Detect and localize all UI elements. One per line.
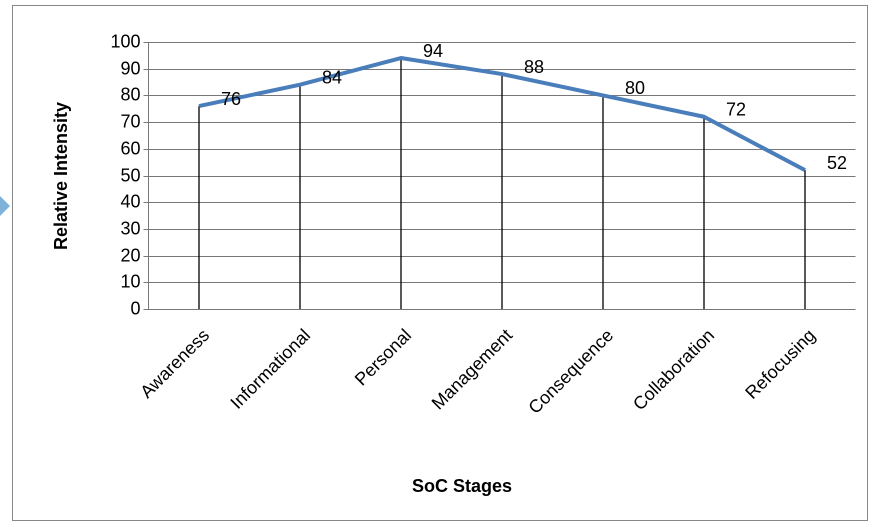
decoration [0,196,10,216]
y-tick-label: 90 [120,58,140,78]
x-axis-title: SoC Stages [412,476,512,496]
y-tick-label: 30 [120,218,140,238]
y-tick-label: 40 [120,191,140,211]
series-line [198,56,806,172]
data-label: 84 [322,67,342,87]
data-label: 72 [726,100,746,120]
y-tick-label: 20 [120,245,140,265]
data-label: 52 [827,153,847,173]
y-tick-label: 60 [120,138,140,158]
data-label: 76 [221,89,241,109]
y-tick-label: 0 [130,298,140,318]
data-label: 88 [524,57,544,77]
y-tick-label: 100 [110,31,140,51]
data-label: 80 [625,78,645,98]
y-tick-label: 80 [120,84,140,104]
data-label: 94 [423,41,443,61]
y-axis-title: Relative Intensity [51,102,71,250]
chart-border [12,5,868,521]
y-tick-label: 50 [120,165,140,185]
y-tick-label: 10 [120,271,140,291]
y-tick-label: 70 [120,111,140,131]
